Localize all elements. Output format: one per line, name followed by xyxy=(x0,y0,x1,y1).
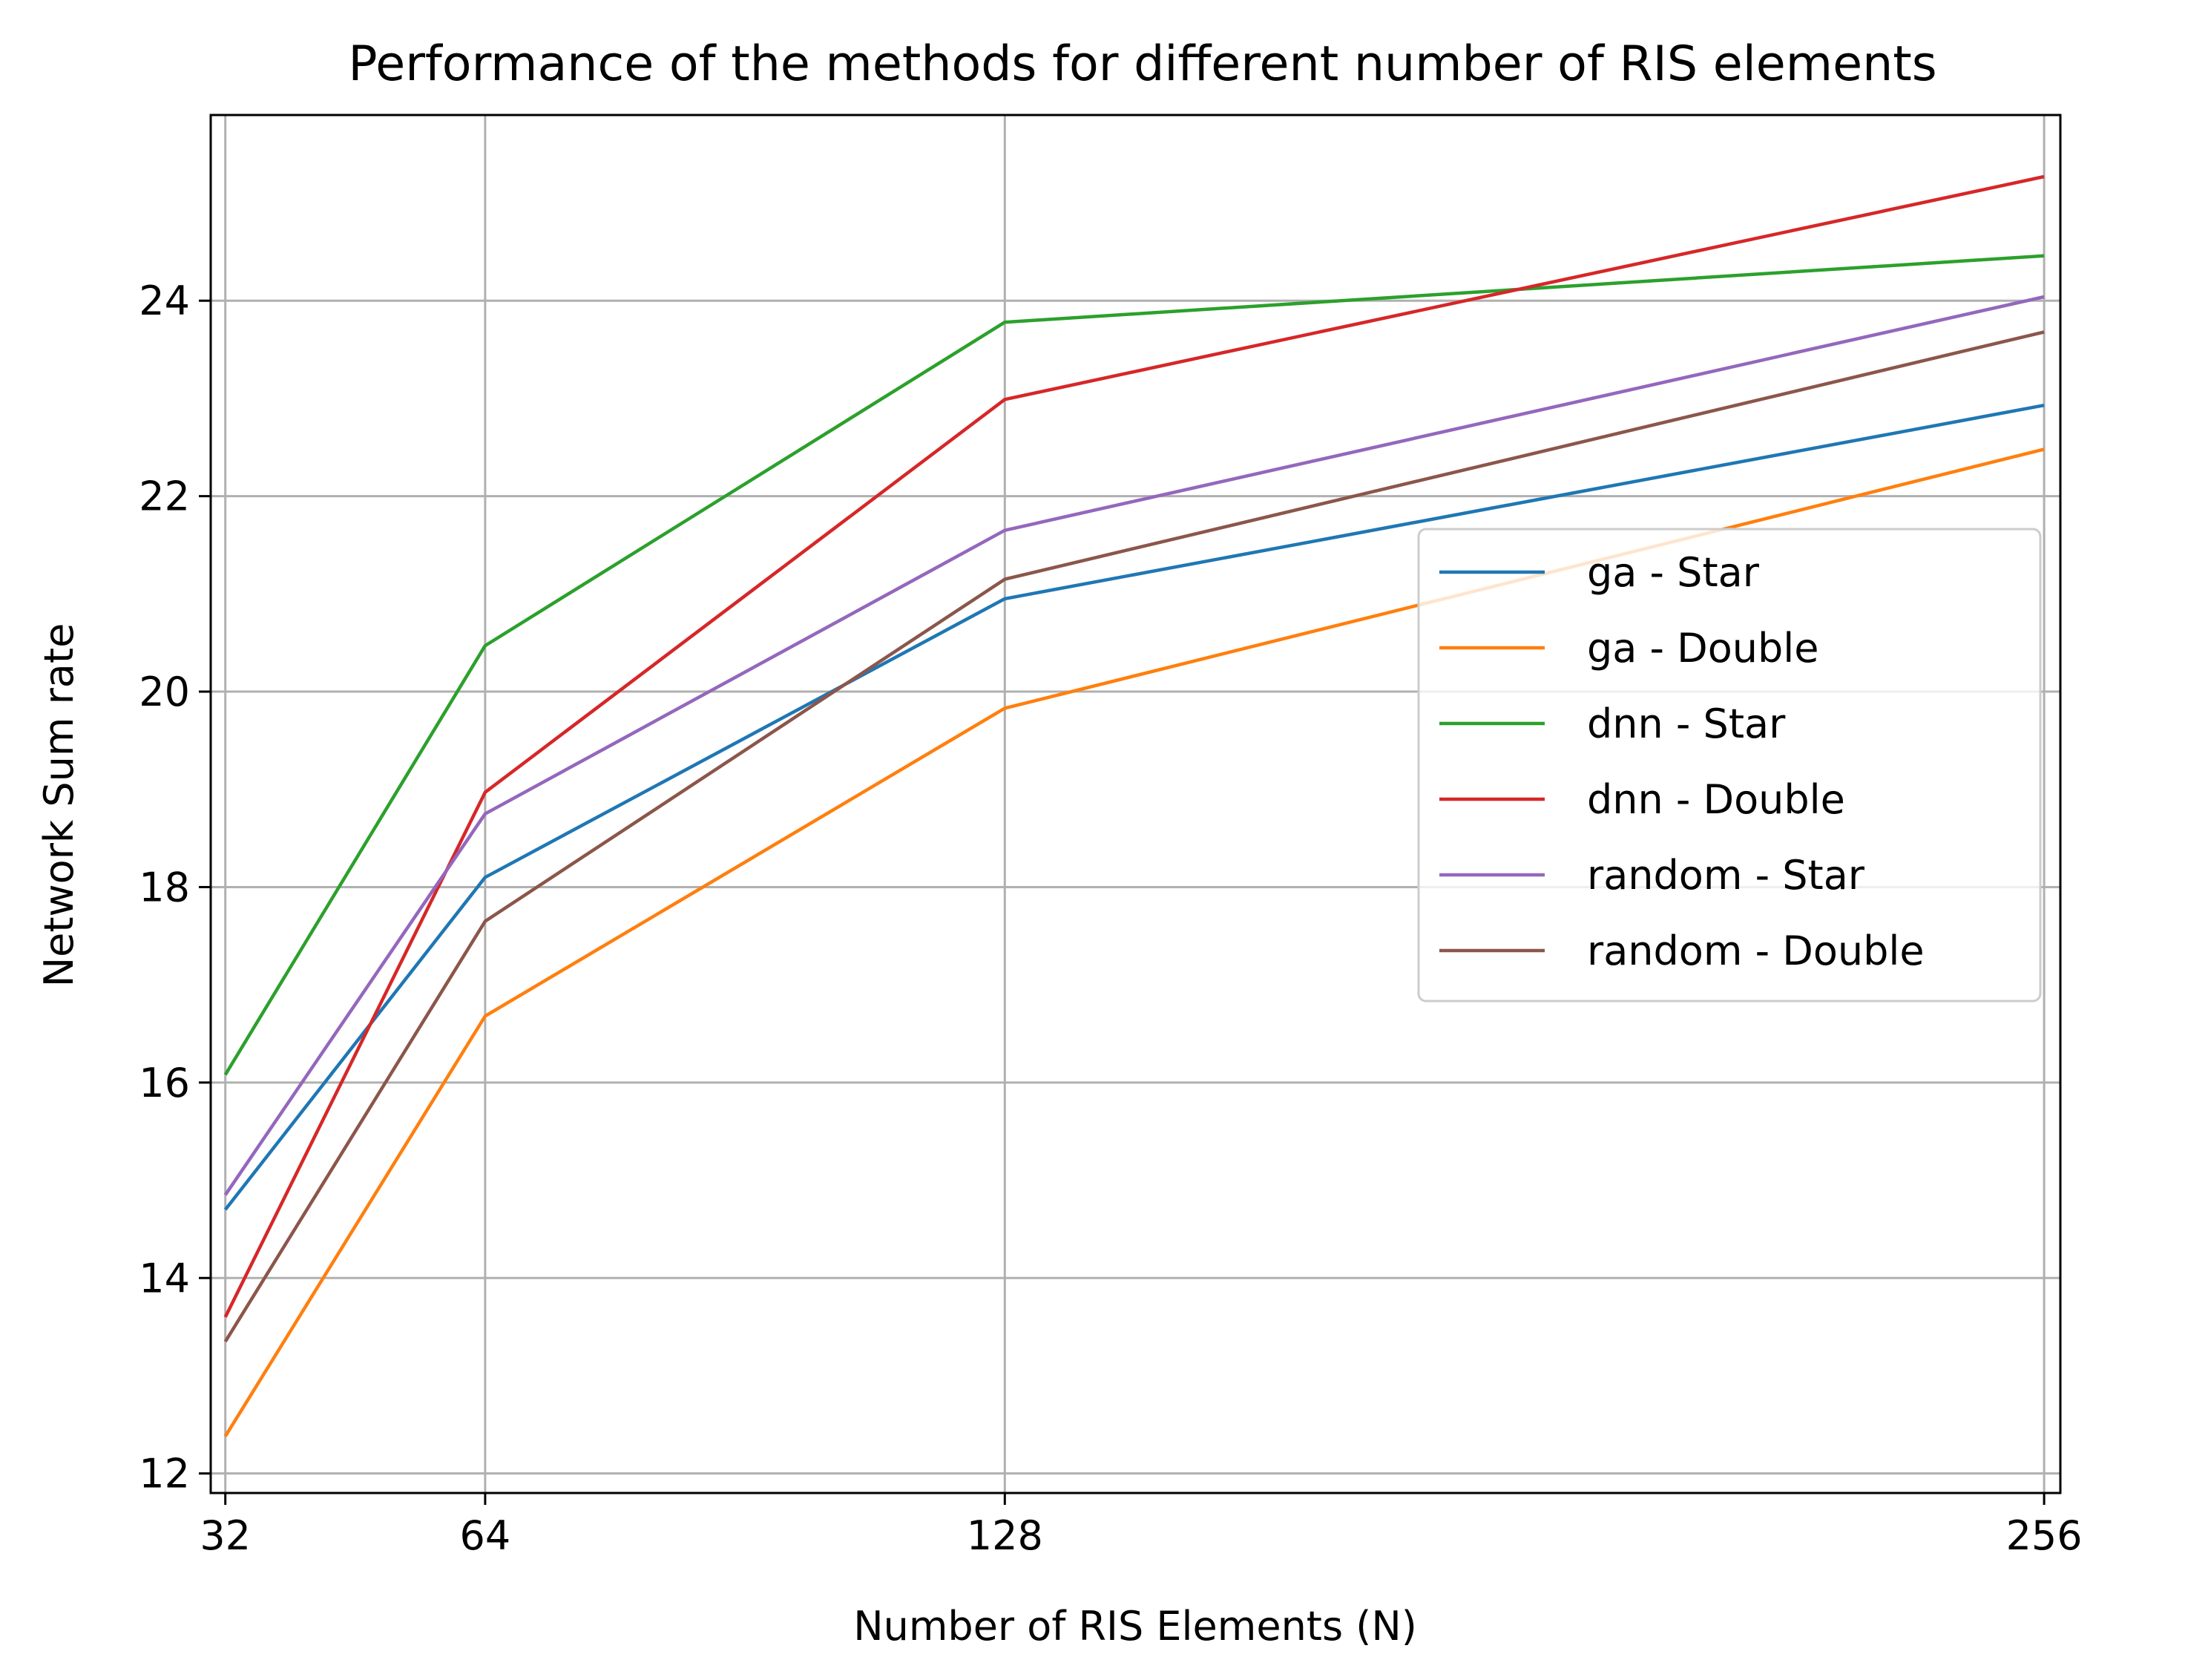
legend-label: ga - Star xyxy=(1587,549,1760,596)
y-tick-label: 12 xyxy=(139,1451,190,1497)
axis-ticks: 32 64 128 256 12 14 16 18 20 22 24 xyxy=(139,278,2082,1559)
y-tick-label: 14 xyxy=(139,1255,190,1302)
x-tick-label: 64 xyxy=(460,1512,511,1559)
legend-label: dnn - Double xyxy=(1587,776,1845,823)
series-line-ga-star xyxy=(223,403,2045,1211)
x-tick-label: 32 xyxy=(200,1512,251,1559)
y-axis-label: Network Sum rate xyxy=(36,623,82,988)
y-tick-label: 24 xyxy=(139,278,190,324)
series-line-random-star xyxy=(223,295,2045,1196)
y-tick-label: 20 xyxy=(139,669,190,715)
x-tick-label: 128 xyxy=(967,1512,1043,1559)
legend-label: random - Star xyxy=(1587,852,1865,899)
series-line-dnn-double xyxy=(223,174,2045,1318)
grid xyxy=(211,115,2060,1493)
y-tick-label: 18 xyxy=(139,864,190,910)
series-line-random-double xyxy=(223,330,2045,1343)
chart-title: Performance of the methods for different… xyxy=(348,36,1936,92)
x-axis-label: Number of RIS Elements (N) xyxy=(853,1603,1417,1650)
legend-box xyxy=(1417,528,2042,1003)
y-tick-label: 16 xyxy=(139,1060,190,1106)
series-lines xyxy=(223,174,2045,1437)
y-tick-label: 22 xyxy=(139,473,190,520)
legend-label: dnn - Star xyxy=(1587,700,1786,747)
legend: ga - Star ga - Double dnn - Star dnn - Doub… xyxy=(1417,528,2042,1003)
legend-label: ga - Double xyxy=(1587,625,1819,672)
x-tick-label: 256 xyxy=(2006,1512,2083,1559)
legend-label: random - Double xyxy=(1587,928,1925,974)
axes-frame xyxy=(209,114,2062,1494)
